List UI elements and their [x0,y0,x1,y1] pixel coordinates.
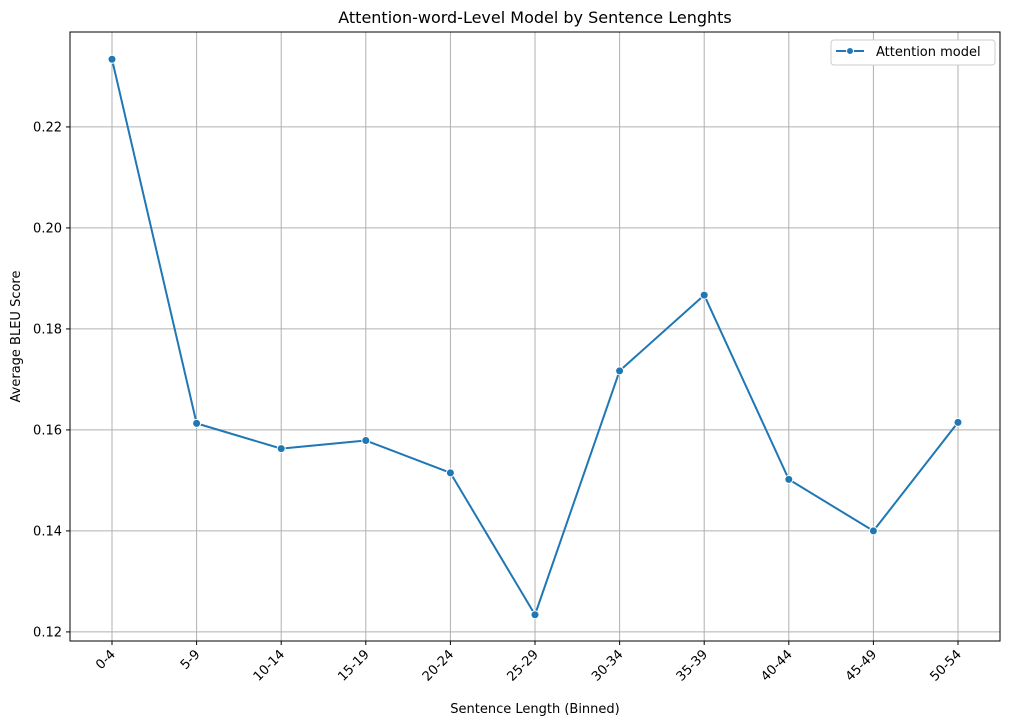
x-tick-label: 25-29 [505,647,542,684]
data-point [192,418,202,428]
y-axis-label: Average BLEU Score [9,271,24,403]
data-point [276,444,286,454]
data-point [699,290,709,300]
data-point [953,417,963,427]
x-tick-label: 30-34 [589,647,626,684]
y-tick-label: 0.22 [33,120,62,135]
x-tick-label: 0-4 [93,647,119,673]
x-tick-label: 10-14 [251,647,288,684]
series-attention-model [107,54,963,620]
y-tick-label: 0.14 [33,524,62,539]
data-point [445,468,455,478]
y-tick-label: 0.18 [33,322,62,337]
x-tick-label: 20-24 [420,647,457,684]
x-tick-label: 15-19 [335,647,372,684]
grid-lines [70,32,1000,641]
y-tick-label: 0.20 [33,221,62,236]
y-axis: 0.12 0.14 0.16 0.18 0.20 0.22 [33,120,70,640]
legend: Attention model [830,39,996,66]
data-point [361,436,371,446]
legend-label: Attention model [876,45,981,60]
x-tick-label: 5-9 [178,647,204,673]
data-point [107,54,117,64]
x-axis: 0-4 5-9 10-14 15-19 20-24 25-29 30-34 35-39 40-4… [93,641,965,685]
data-point [784,474,794,484]
data-point [868,526,878,536]
data-point [530,610,540,620]
x-tick-label: 50-54 [928,647,965,684]
chart-title: Attention-word-Level Model by Sentence L… [338,8,732,27]
legend-marker-swatch [846,47,854,55]
data-point [615,366,625,376]
y-tick-label: 0.12 [33,625,62,640]
x-axis-label: Sentence Length (Binned) [450,702,619,717]
x-tick-label: 35-39 [674,647,711,684]
x-tick-label: 45-49 [843,647,880,684]
y-tick-label: 0.16 [33,423,62,438]
x-tick-label: 40-44 [758,647,795,684]
legend-frame [830,39,996,66]
